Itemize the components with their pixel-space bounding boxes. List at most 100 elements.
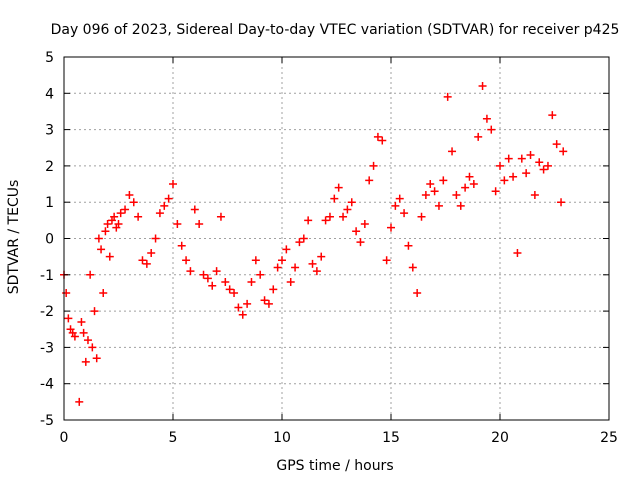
data-point xyxy=(526,151,535,160)
data-point xyxy=(373,132,382,141)
data-point xyxy=(387,223,395,232)
data-point xyxy=(426,180,435,189)
data-point xyxy=(434,201,443,210)
data-point xyxy=(155,209,164,218)
data-point xyxy=(304,216,313,225)
data-point xyxy=(101,227,110,236)
data-point xyxy=(147,249,156,258)
data-point xyxy=(190,205,199,214)
data-point xyxy=(552,140,561,149)
data-point xyxy=(382,256,391,265)
x-tick-label: 15 xyxy=(382,430,400,446)
axis-ticks: 0 5 10 15 20 25 -5 -4 -3 -2 -1 0 1 2 3 4 5 xyxy=(40,50,618,446)
data-point xyxy=(177,241,186,250)
data-point xyxy=(70,332,79,341)
data-point xyxy=(378,136,387,145)
y-tick-label: 2 xyxy=(45,159,54,175)
data-point xyxy=(142,259,151,268)
data-point xyxy=(182,256,191,265)
data-point xyxy=(88,343,97,352)
data-point xyxy=(535,158,544,167)
y-tick-label: -4 xyxy=(40,377,54,393)
data-point xyxy=(530,190,539,199)
x-axis-label: GPS time / hours xyxy=(276,458,393,474)
data-point xyxy=(173,219,182,228)
data-point xyxy=(247,278,256,287)
data-point xyxy=(234,303,243,312)
y-tick-label: 1 xyxy=(45,195,54,211)
data-point xyxy=(282,245,291,254)
data-point xyxy=(461,183,470,192)
data-point xyxy=(278,256,286,265)
data-point xyxy=(491,187,500,196)
data-point xyxy=(299,234,308,243)
data-point xyxy=(400,209,409,218)
data-point xyxy=(195,219,204,228)
data-point xyxy=(64,314,73,323)
data-point xyxy=(465,172,474,181)
data-point xyxy=(343,205,352,214)
data-point xyxy=(500,176,509,185)
data-point xyxy=(121,205,130,214)
data-point xyxy=(238,310,247,319)
data-point xyxy=(513,249,522,258)
data-points xyxy=(60,82,568,406)
data-point xyxy=(75,397,84,406)
y-tick-label: 5 xyxy=(45,50,54,66)
data-point xyxy=(557,198,566,207)
data-point xyxy=(308,259,317,268)
data-point xyxy=(138,256,147,265)
data-point xyxy=(496,161,504,170)
y-tick-label: -5 xyxy=(40,413,54,429)
data-point xyxy=(504,154,513,163)
data-point xyxy=(129,198,138,207)
data-point xyxy=(260,296,269,305)
data-point xyxy=(114,219,123,228)
x-tick-label: 10 xyxy=(273,430,291,446)
data-point xyxy=(79,328,88,337)
data-point xyxy=(321,216,330,225)
data-point xyxy=(559,147,568,156)
x-tick-label: 20 xyxy=(491,430,509,446)
data-point xyxy=(474,132,483,141)
data-point xyxy=(99,288,108,297)
data-point xyxy=(243,299,252,308)
y-tick-label: -3 xyxy=(40,340,54,356)
data-point xyxy=(203,274,212,283)
data-point xyxy=(264,299,273,308)
data-point xyxy=(356,238,365,247)
data-point xyxy=(330,194,339,203)
x-tick-label: 0 xyxy=(60,430,69,446)
y-tick-label: 3 xyxy=(45,123,54,139)
data-point xyxy=(94,234,103,243)
data-point xyxy=(256,270,265,279)
chart-title: Day 096 of 2023, Sidereal Day-to-day VTE… xyxy=(51,22,620,38)
data-point xyxy=(317,252,326,261)
data-point xyxy=(221,278,230,287)
data-point xyxy=(110,212,119,221)
data-point xyxy=(212,267,221,276)
data-point xyxy=(295,238,304,247)
data-point xyxy=(443,92,452,101)
x-tick-label: 25 xyxy=(600,430,618,446)
data-point xyxy=(97,245,106,254)
data-point xyxy=(134,212,143,221)
y-axis-label: SDTVAR / TECUs xyxy=(6,180,22,295)
data-point xyxy=(269,285,278,294)
data-point xyxy=(339,212,348,221)
data-point xyxy=(151,234,160,243)
data-point xyxy=(404,241,413,250)
data-point xyxy=(452,190,461,199)
data-point xyxy=(539,165,548,174)
data-point xyxy=(160,201,169,210)
data-point xyxy=(81,357,90,366)
data-point xyxy=(169,180,177,189)
data-point xyxy=(391,201,400,210)
data-point xyxy=(230,288,239,297)
y-tick-label: 4 xyxy=(45,86,54,102)
data-point xyxy=(125,190,134,199)
data-point xyxy=(439,176,448,185)
data-point xyxy=(216,212,225,221)
data-point xyxy=(291,263,300,272)
